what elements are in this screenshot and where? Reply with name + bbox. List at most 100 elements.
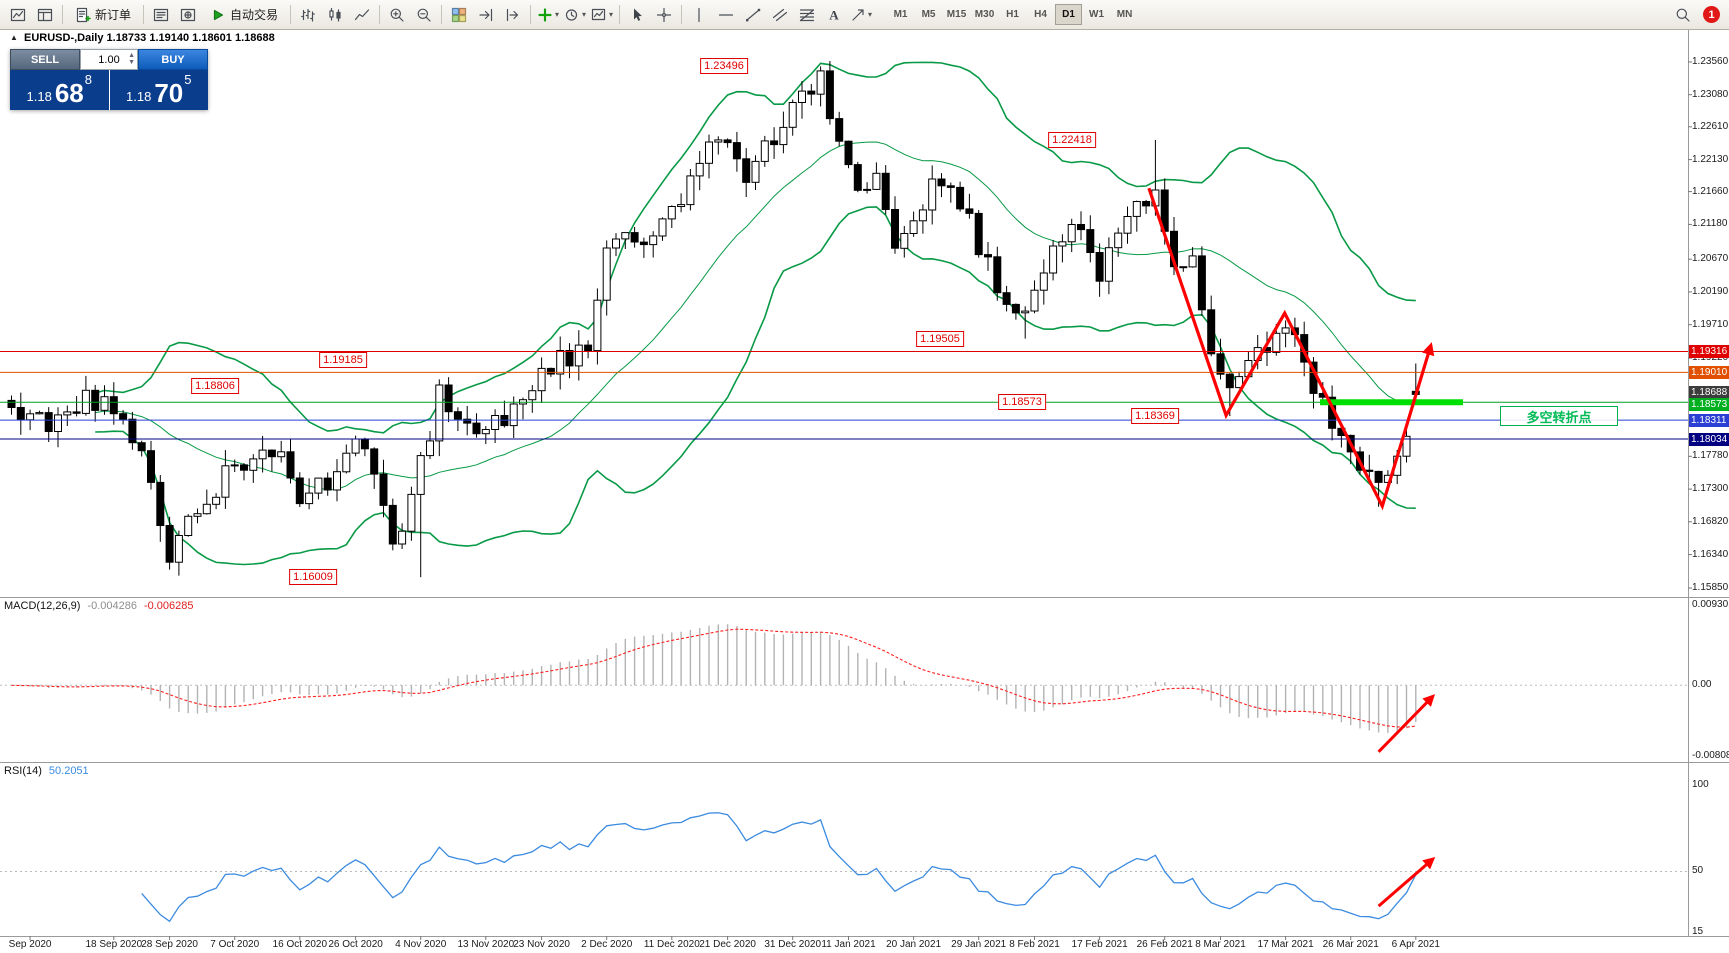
arrows-tool-glyph-icon: [852, 8, 864, 21]
price-annotation-1.23496[interactable]: 1.23496: [700, 58, 748, 75]
sell-price[interactable]: 1.18 68 8: [10, 70, 109, 110]
volume-spinner: ▲ ▼: [128, 52, 135, 66]
search-glyph-icon: [1676, 8, 1690, 22]
market-watch-icon[interactable]: [148, 3, 174, 27]
timeframe-h4[interactable]: H4: [1027, 4, 1054, 25]
vertical-line-glyph-icon: [698, 7, 700, 22]
timeframe-m1[interactable]: M1: [887, 4, 914, 25]
price-annotation-1.18369[interactable]: 1.18369: [1131, 408, 1179, 425]
price-annotation-1.22418[interactable]: 1.22418: [1048, 131, 1096, 148]
chart-bars-icon[interactable]: [295, 3, 321, 27]
indicators-caret-icon[interactable]: ▾: [555, 10, 560, 19]
timeframe-mn[interactable]: MN: [1111, 4, 1138, 25]
periods-icon[interactable]: ▾: [562, 3, 588, 27]
pane-borders: [0, 30, 1729, 940]
horizontal-line-icon[interactable]: [713, 3, 739, 27]
market-watch-glyph-icon: [153, 8, 169, 21]
templates-icon[interactable]: ▾: [589, 3, 615, 27]
navigator-glyph-icon: [180, 8, 196, 21]
rsi-value: 50.2051: [48, 765, 89, 777]
macd-label: MACD(12,26,9) -0.004286 -0.006285: [4, 600, 194, 612]
buy-price[interactable]: 1.18 70 5: [109, 70, 208, 110]
horizontal-line-glyph-icon: [718, 13, 734, 16]
one-click-collapse-icon[interactable]: ▲: [10, 33, 18, 42]
autotrading-label: 自动交易: [230, 8, 279, 22]
price-annotation-1.19505[interactable]: 1.19505: [916, 330, 964, 347]
new-order-glyph-icon: [76, 7, 91, 22]
cursor-glyph-icon: [634, 8, 642, 21]
new-chart-icon[interactable]: [5, 3, 31, 27]
fibonacci-icon[interactable]: [794, 3, 820, 27]
zoom-in-icon[interactable]: [384, 3, 410, 27]
templates-caret-icon[interactable]: ▾: [609, 10, 614, 19]
new-order-button[interactable]: 新订单: [67, 3, 139, 27]
timeframe-h1[interactable]: H1: [999, 4, 1026, 25]
arrows-tool-icon[interactable]: ▾: [848, 3, 874, 27]
autotrading-glyph-icon: [213, 9, 224, 20]
chart-line-glyph-icon: [354, 8, 370, 20]
trendline-icon[interactable]: [740, 3, 766, 27]
macd-signal-value: -0.006285: [143, 600, 194, 612]
buy-price-pip: 5: [184, 72, 192, 87]
trend-zigzag-arrow[interactable]: [1147, 187, 1435, 511]
buy-price-main: 70: [154, 78, 184, 108]
crosshair-icon[interactable]: [651, 3, 677, 27]
turning-point-note[interactable]: 多空转折点: [1500, 406, 1618, 426]
new-order-label: 新订单: [95, 8, 132, 22]
search-icon[interactable]: [1670, 3, 1696, 27]
svg-text:A: A: [829, 7, 839, 22]
text-tool-glyph-icon: A: [829, 7, 839, 22]
text-tool-icon[interactable]: A: [821, 3, 847, 27]
sell-price-main: 68: [54, 78, 84, 108]
toolbar-separator: [619, 5, 621, 24]
arrows-tool-caret-icon[interactable]: ▾: [868, 10, 873, 19]
navigator-icon[interactable]: [175, 3, 201, 27]
timeframe-m5[interactable]: M5: [915, 4, 942, 25]
chart-bars-glyph-icon: [301, 8, 315, 22]
timeframe-d1[interactable]: D1: [1055, 4, 1083, 25]
timeframe-m15[interactable]: M15: [943, 4, 970, 25]
autotrading-button[interactable]: 自动交易: [202, 3, 286, 27]
price-annotation-1.19185[interactable]: 1.19185: [319, 352, 367, 369]
timeframe-m30[interactable]: M30: [971, 4, 998, 25]
indicators-icon[interactable]: ▾: [535, 3, 561, 27]
one-click-trading-panel: SELL 1.00 ▲ ▼ BUY 1.18 68 8 1.18 70 5: [10, 49, 208, 110]
auto-scroll-glyph-icon: [479, 8, 493, 21]
rsi-up-arrow[interactable]: [1377, 857, 1436, 908]
one-click-price-row: 1.18 68 8 1.18 70 5: [10, 70, 208, 110]
chart-shift-icon[interactable]: [500, 3, 526, 27]
profiles-glyph-icon: [37, 8, 53, 21]
tile-windows-icon[interactable]: [446, 3, 472, 27]
price-annotation-1.18806[interactable]: 1.18806: [191, 378, 239, 395]
sell-price-pip: 8: [84, 72, 92, 87]
cursor-icon[interactable]: [624, 3, 650, 27]
price-annotation-1.16009[interactable]: 1.16009: [289, 569, 337, 586]
macd-up-arrow[interactable]: [1377, 694, 1436, 753]
volume-down-icon[interactable]: ▼: [128, 59, 135, 66]
candles-layer[interactable]: [7, 61, 1420, 578]
toolbar-separator: [441, 5, 443, 24]
auto-scroll-icon[interactable]: [473, 3, 499, 27]
equidistant-channel-icon[interactable]: [767, 3, 793, 27]
toolbar: 新订单 自动交易 ▾ ▾ ▾ A ▾ M1 M5 M15 M30 H1 H4 D1 W1 MN 1: [0, 0, 1729, 30]
macd-value: -0.004286: [87, 600, 137, 612]
price-annotation-1.18573[interactable]: 1.18573: [998, 394, 1046, 411]
periods-caret-icon[interactable]: ▾: [582, 10, 587, 19]
volume-input[interactable]: 1.00 ▲ ▼: [80, 49, 138, 70]
notification-badge[interactable]: 1: [1703, 6, 1720, 23]
vertical-line-icon[interactable]: [686, 3, 712, 27]
volume-up-icon[interactable]: ▲: [128, 52, 135, 59]
toolbar-separator: [379, 5, 381, 24]
buy-button[interactable]: BUY: [138, 49, 208, 70]
chart-candles-icon[interactable]: [322, 3, 348, 27]
timeframe-w1[interactable]: W1: [1083, 4, 1110, 25]
zoom-out-icon[interactable]: [411, 3, 437, 27]
toolbar-separator: [62, 5, 63, 24]
chart-line-icon[interactable]: [349, 3, 375, 27]
horizontal-lines[interactable]: [0, 351, 1688, 440]
macd-indicator: [0, 624, 1688, 753]
sell-button[interactable]: SELL: [10, 49, 80, 70]
profiles-icon[interactable]: [32, 3, 58, 27]
